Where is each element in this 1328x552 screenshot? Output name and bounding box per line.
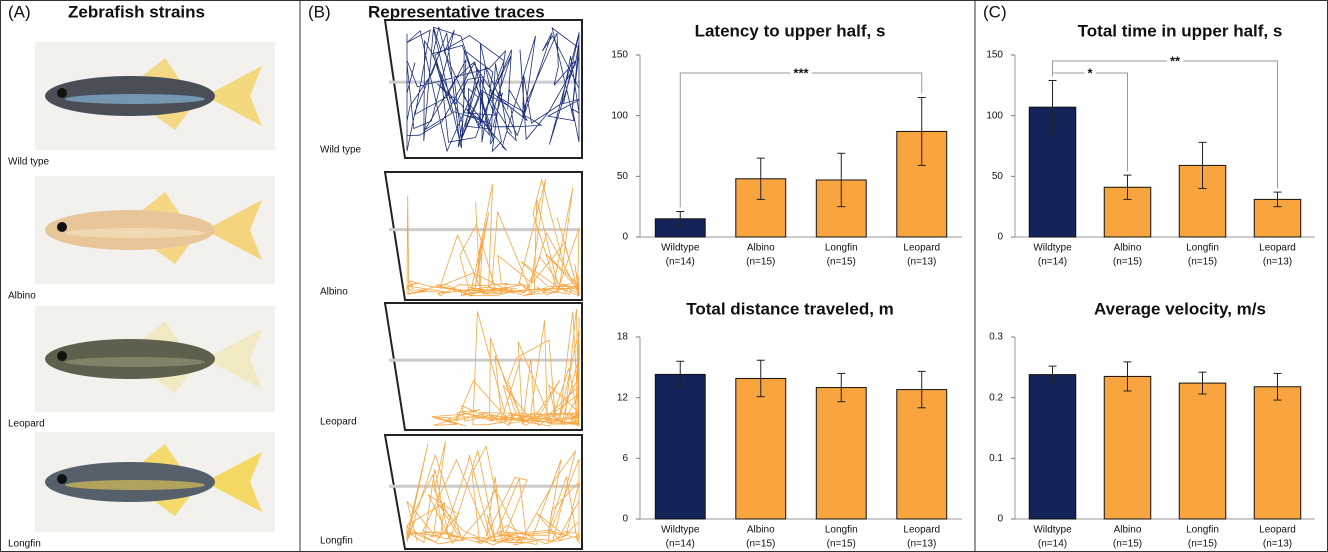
x-tick-label: Albino bbox=[1114, 243, 1142, 254]
tank bbox=[385, 20, 582, 158]
y-tick-label: 0 bbox=[622, 514, 628, 525]
trace-box: Albino bbox=[320, 172, 582, 300]
panel-title: Representative traces bbox=[368, 2, 545, 21]
chart-title: Average velocity, m/s bbox=[1094, 299, 1266, 318]
bar bbox=[816, 388, 866, 519]
trace-label: Leopard bbox=[320, 417, 357, 428]
y-tick-label: 12 bbox=[617, 392, 629, 403]
x-tick-sublabel: (n=15) bbox=[1113, 539, 1142, 550]
y-tick-label: 0 bbox=[622, 232, 628, 243]
bar bbox=[1254, 387, 1301, 519]
x-tick-sublabel: (n=15) bbox=[746, 257, 775, 268]
fish-stripe bbox=[65, 357, 205, 367]
x-tick-label: Albino bbox=[1114, 525, 1142, 536]
x-tick-label: Wildtype bbox=[661, 525, 700, 536]
x-tick-sublabel: (n=13) bbox=[1263, 257, 1292, 268]
x-tick-label: Wildtype bbox=[1033, 525, 1072, 536]
bar bbox=[655, 374, 705, 519]
panel-label: (B) bbox=[308, 2, 331, 21]
x-tick-sublabel: (n=15) bbox=[746, 539, 775, 550]
y-tick-label: 0 bbox=[997, 514, 1003, 525]
trace-box: Leopard bbox=[320, 303, 582, 430]
x-tick-sublabel: (n=14) bbox=[1038, 539, 1067, 550]
y-tick-label: 50 bbox=[617, 171, 629, 182]
x-tick-label: Leopard bbox=[903, 525, 940, 536]
panel-label: (A) bbox=[8, 2, 31, 21]
y-tick-label: 6 bbox=[622, 453, 628, 464]
bar bbox=[1029, 375, 1076, 519]
chart-title: Total distance traveled, m bbox=[686, 299, 894, 318]
x-tick-label: Leopard bbox=[1259, 525, 1296, 536]
y-tick-label: 0.3 bbox=[989, 332, 1003, 343]
significance-label: ** bbox=[1170, 53, 1181, 68]
x-tick-sublabel: (n=15) bbox=[827, 539, 856, 550]
fish-eye bbox=[57, 351, 67, 361]
panel-title: Zebrafish strains bbox=[68, 2, 205, 21]
x-tick-label: Leopard bbox=[903, 243, 940, 254]
x-tick-label: Wildtype bbox=[1033, 243, 1072, 254]
y-tick-label: 0.1 bbox=[989, 453, 1003, 464]
significance-label: *** bbox=[793, 65, 809, 80]
y-tick-label: 50 bbox=[992, 171, 1004, 182]
y-tick-label: 0 bbox=[997, 232, 1003, 243]
strain-label: Albino bbox=[8, 291, 36, 302]
trace-label: Wild type bbox=[320, 145, 362, 156]
x-tick-sublabel: (n=15) bbox=[827, 257, 856, 268]
x-tick-label: Longfin bbox=[825, 525, 858, 536]
y-tick-label: 100 bbox=[611, 110, 628, 121]
trace-box: Longfin bbox=[320, 435, 582, 549]
fish-eye bbox=[57, 88, 67, 98]
significance-bracket bbox=[680, 73, 922, 208]
figure: (A) Zebrafish strains (B) Representative… bbox=[0, 0, 1328, 552]
x-tick-sublabel: (n=13) bbox=[907, 539, 936, 550]
strain-label: Longfin bbox=[8, 539, 41, 550]
x-tick-sublabel: (n=14) bbox=[666, 539, 695, 550]
fish-eye bbox=[57, 474, 67, 484]
fish-stripe bbox=[65, 94, 205, 104]
bar bbox=[897, 390, 947, 519]
y-tick-label: 18 bbox=[617, 332, 629, 343]
y-tick-label: 100 bbox=[986, 110, 1003, 121]
x-tick-label: Albino bbox=[747, 525, 775, 536]
chart-title: Latency to upper half, s bbox=[695, 21, 886, 40]
x-tick-sublabel: (n=14) bbox=[1038, 257, 1067, 268]
strain-label: Leopard bbox=[8, 419, 45, 430]
x-tick-sublabel: (n=13) bbox=[1263, 539, 1292, 550]
x-tick-sublabel: (n=14) bbox=[666, 257, 695, 268]
x-tick-label: Longfin bbox=[1186, 525, 1219, 536]
y-tick-label: 0.2 bbox=[989, 392, 1003, 403]
x-tick-label: Longfin bbox=[825, 243, 858, 254]
chart-title: Total time in upper half, s bbox=[1078, 21, 1283, 40]
x-tick-sublabel: (n=15) bbox=[1188, 257, 1217, 268]
trace-box: Wild type bbox=[320, 20, 582, 158]
trace-label: Longfin bbox=[320, 536, 353, 547]
strain-label: Wild type bbox=[8, 157, 50, 168]
x-tick-sublabel: (n=13) bbox=[907, 257, 936, 268]
x-tick-sublabel: (n=15) bbox=[1188, 539, 1217, 550]
x-tick-label: Longfin bbox=[1186, 243, 1219, 254]
fish-stripe bbox=[65, 228, 205, 238]
bar bbox=[1179, 383, 1226, 519]
y-tick-label: 150 bbox=[611, 50, 628, 61]
significance-bracket bbox=[1053, 61, 1278, 188]
panel-label: (C) bbox=[983, 2, 1007, 21]
fish-stripe bbox=[65, 480, 205, 490]
trace-label: Albino bbox=[320, 287, 348, 298]
x-tick-label: Albino bbox=[747, 243, 775, 254]
bar bbox=[736, 378, 786, 519]
fish-eye bbox=[57, 222, 67, 232]
bar bbox=[1104, 376, 1151, 519]
x-tick-sublabel: (n=15) bbox=[1113, 257, 1142, 268]
x-tick-label: Leopard bbox=[1259, 243, 1296, 254]
x-tick-label: Wildtype bbox=[661, 243, 700, 254]
y-tick-label: 150 bbox=[986, 50, 1003, 61]
